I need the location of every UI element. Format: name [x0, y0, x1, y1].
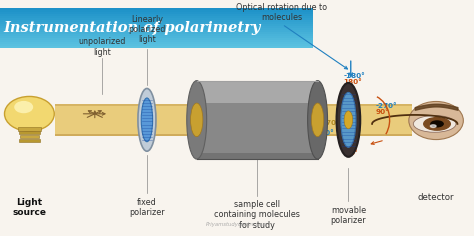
Bar	[0, 36, 313, 38]
Bar	[0, 14, 313, 16]
Circle shape	[431, 121, 443, 127]
Ellipse shape	[141, 98, 153, 142]
Bar	[0, 16, 313, 18]
Text: Linearly
polarized
light: Linearly polarized light	[128, 15, 165, 44]
Bar	[0, 26, 313, 28]
Text: 180°: 180°	[343, 80, 362, 85]
Text: movable
polarizer: movable polarizer	[330, 206, 366, 225]
Text: Optical rotation due to
molecules: Optical rotation due to molecules	[237, 3, 328, 22]
Bar	[19, 131, 40, 135]
Ellipse shape	[311, 103, 324, 137]
Circle shape	[430, 125, 436, 127]
Ellipse shape	[191, 103, 203, 137]
Text: 90°: 90°	[375, 109, 389, 114]
Bar	[0, 28, 313, 30]
Ellipse shape	[344, 111, 353, 129]
Bar	[0, 18, 313, 20]
Ellipse shape	[413, 115, 456, 132]
Ellipse shape	[187, 81, 207, 159]
Bar	[20, 135, 39, 138]
Text: Priyamstudycentre.com: Priyamstudycentre.com	[206, 222, 268, 227]
Ellipse shape	[138, 88, 156, 151]
Text: fixed
polarizer: fixed polarizer	[129, 198, 165, 217]
Bar	[18, 126, 41, 131]
Bar	[0, 44, 313, 46]
Bar	[0, 42, 313, 44]
Bar	[0, 10, 313, 13]
Bar	[0, 24, 313, 26]
Bar	[55, 104, 412, 106]
Bar	[0, 22, 313, 24]
Bar	[0, 8, 313, 10]
Bar	[197, 153, 318, 159]
Ellipse shape	[5, 97, 54, 131]
Text: -180°: -180°	[343, 73, 365, 79]
Text: Light
source: Light source	[12, 198, 46, 217]
Bar	[0, 40, 313, 42]
Text: unpolarized
light: unpolarized light	[78, 37, 126, 57]
Bar	[55, 104, 412, 136]
Bar	[0, 38, 313, 40]
Ellipse shape	[308, 81, 328, 159]
Bar	[197, 81, 318, 103]
Ellipse shape	[14, 101, 33, 113]
Text: 270°: 270°	[321, 120, 340, 126]
Ellipse shape	[409, 101, 464, 139]
Bar	[0, 32, 313, 34]
Bar	[19, 139, 40, 142]
Bar	[0, 46, 313, 48]
Text: detector: detector	[418, 193, 455, 202]
Bar	[0, 34, 313, 36]
Bar	[55, 134, 412, 136]
Circle shape	[424, 118, 450, 130]
Text: Instrumentation of polarimetry: Instrumentation of polarimetry	[4, 21, 261, 35]
Text: -90°: -90°	[318, 130, 334, 136]
Bar	[0, 13, 313, 14]
Bar	[197, 81, 318, 159]
Bar	[0, 30, 313, 32]
Bar	[0, 20, 313, 22]
Ellipse shape	[337, 83, 360, 157]
Ellipse shape	[341, 93, 356, 147]
Text: 0°: 0°	[350, 150, 358, 156]
Text: sample cell
containing molecules
for study: sample cell containing molecules for stu…	[214, 200, 301, 230]
Text: -270°: -270°	[375, 103, 397, 109]
